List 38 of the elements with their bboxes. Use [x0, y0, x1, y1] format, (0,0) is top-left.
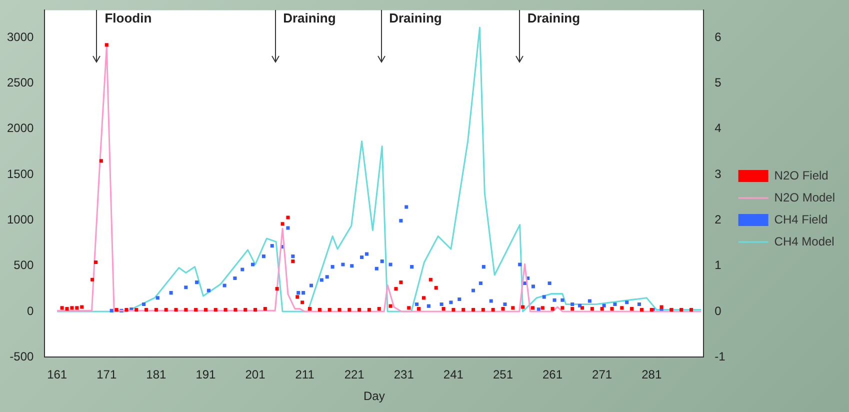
y-tick-label: 500: [14, 258, 34, 272]
y-tick-label: 2000: [6, 121, 34, 136]
y2-tick-label: 0: [714, 304, 722, 318]
x-tick-label: 171: [96, 368, 117, 382]
x-tick-label: 201: [245, 368, 266, 382]
x-tick-label: 221: [344, 368, 365, 382]
y2-tick-label: 2: [714, 212, 722, 227]
x-tick-label: 271: [592, 368, 612, 382]
legend-label: CH4 Model: [774, 234, 834, 248]
ref-line-label: Draining: [283, 10, 336, 26]
y-tick-label: -500: [10, 350, 34, 364]
y2-tick-label: 1: [714, 258, 722, 272]
y-tick-label: 3000: [6, 30, 34, 44]
y2-tick-label: 6: [714, 30, 722, 44]
y2-tick-label: 3: [714, 166, 722, 181]
x-tick-label: 161: [47, 368, 68, 382]
x-tick-label: 241: [443, 368, 464, 382]
y2-tick-label: -1: [714, 350, 726, 364]
ref-line-label: Floodin: [104, 10, 152, 26]
y-tick-label: 1000: [6, 212, 34, 227]
ref-line-label: Draining: [527, 10, 580, 26]
x-tick-label: 191: [196, 368, 216, 382]
x-tick-label: 261: [542, 368, 563, 382]
x-tick-label: 251: [492, 368, 514, 382]
x-tick-label: 181: [146, 368, 167, 382]
legend-label: CH4 Field: [774, 212, 828, 226]
x-tick-label: 211: [295, 368, 315, 382]
x-tick-label: 231: [394, 368, 414, 382]
y-tick-label: 2500: [6, 76, 34, 90]
x-axis-title: Day: [363, 389, 385, 404]
y2-tick-label: 4: [714, 121, 722, 136]
ref-line-label: Draining: [389, 10, 442, 26]
x-tick-label: 281: [642, 368, 662, 382]
y-tick-label: 1500: [6, 166, 34, 181]
legend-label: N2O Field: [774, 168, 828, 182]
legend-label: N2O Model: [774, 190, 836, 204]
y-tick-label: 0: [27, 304, 34, 318]
y2-tick-label: 5: [714, 76, 722, 90]
